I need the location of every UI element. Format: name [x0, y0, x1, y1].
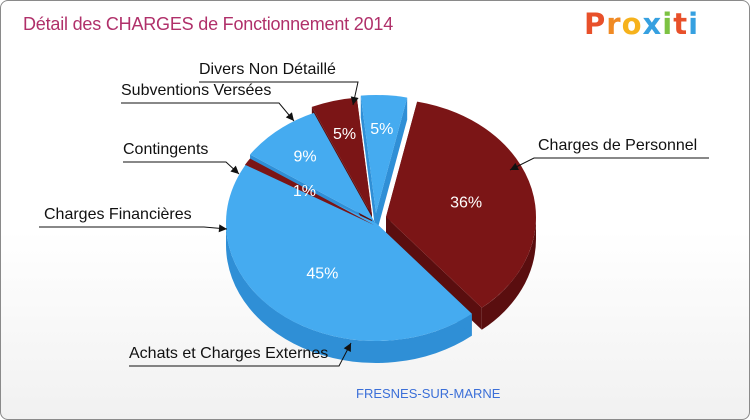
- logo-letter: i: [662, 7, 674, 41]
- category-label: Charges de Personnel: [538, 137, 697, 154]
- category-label: Achats et Charges Externes: [129, 345, 328, 362]
- pie-slice-divers-non-d-taill-: [360, 95, 408, 213]
- location-label: FRESNES-SUR-MARNE: [356, 386, 501, 401]
- category-label: Divers Non Détaillé: [199, 61, 336, 78]
- pie-slice-contingents: [250, 112, 374, 221]
- slice-percent-label: 36%: [450, 194, 482, 211]
- leader-line: [39, 226, 228, 230]
- slice-percent-label: 9%: [293, 149, 316, 166]
- pie-slice-achats-et-charges-externes: [226, 162, 472, 341]
- leader-arrowhead: [285, 112, 294, 121]
- slice-percent-label: 5%: [370, 121, 393, 138]
- pie-slice-subventions-vers-es: [311, 97, 372, 215]
- pie-slice-wall: [360, 95, 376, 236]
- leader-arrowhead: [218, 224, 227, 233]
- pie-slice-side: [481, 217, 536, 330]
- leader-arrowhead: [230, 165, 239, 174]
- pie-slice-charges-de-personnel: [386, 101, 536, 308]
- logo-letter: r: [606, 7, 622, 41]
- pie-slice-charges-financi-res: [245, 158, 374, 225]
- logo-letter: P: [584, 7, 607, 41]
- category-label: Subventions Versées: [121, 82, 271, 99]
- category-label: Charges Financières: [44, 206, 192, 223]
- leader-arrowhead: [343, 343, 351, 352]
- leader-arrowhead: [350, 96, 359, 105]
- logo-letter: o: [621, 7, 643, 41]
- leader-line: [123, 161, 240, 175]
- proxiti-logo: Proxiti: [584, 7, 699, 41]
- logo-letter: i: [688, 7, 700, 41]
- slice-percent-label: 5%: [333, 126, 356, 143]
- chart-title: Détail des CHARGES de Fonctionnement 201…: [23, 14, 394, 34]
- leader-line: [509, 157, 709, 171]
- leader-line: [129, 342, 352, 367]
- pie-slice-side: [226, 223, 472, 363]
- slice-percent-label: 45%: [306, 265, 338, 282]
- leader-arrowhead: [510, 162, 519, 170]
- slice-percent-label: 1%: [293, 183, 316, 200]
- pie-slice-wall: [376, 97, 408, 235]
- logo-letter: t: [673, 7, 689, 41]
- leader-line: [121, 102, 295, 122]
- logo-letter: x: [642, 7, 663, 41]
- category-label: Contingents: [123, 141, 208, 158]
